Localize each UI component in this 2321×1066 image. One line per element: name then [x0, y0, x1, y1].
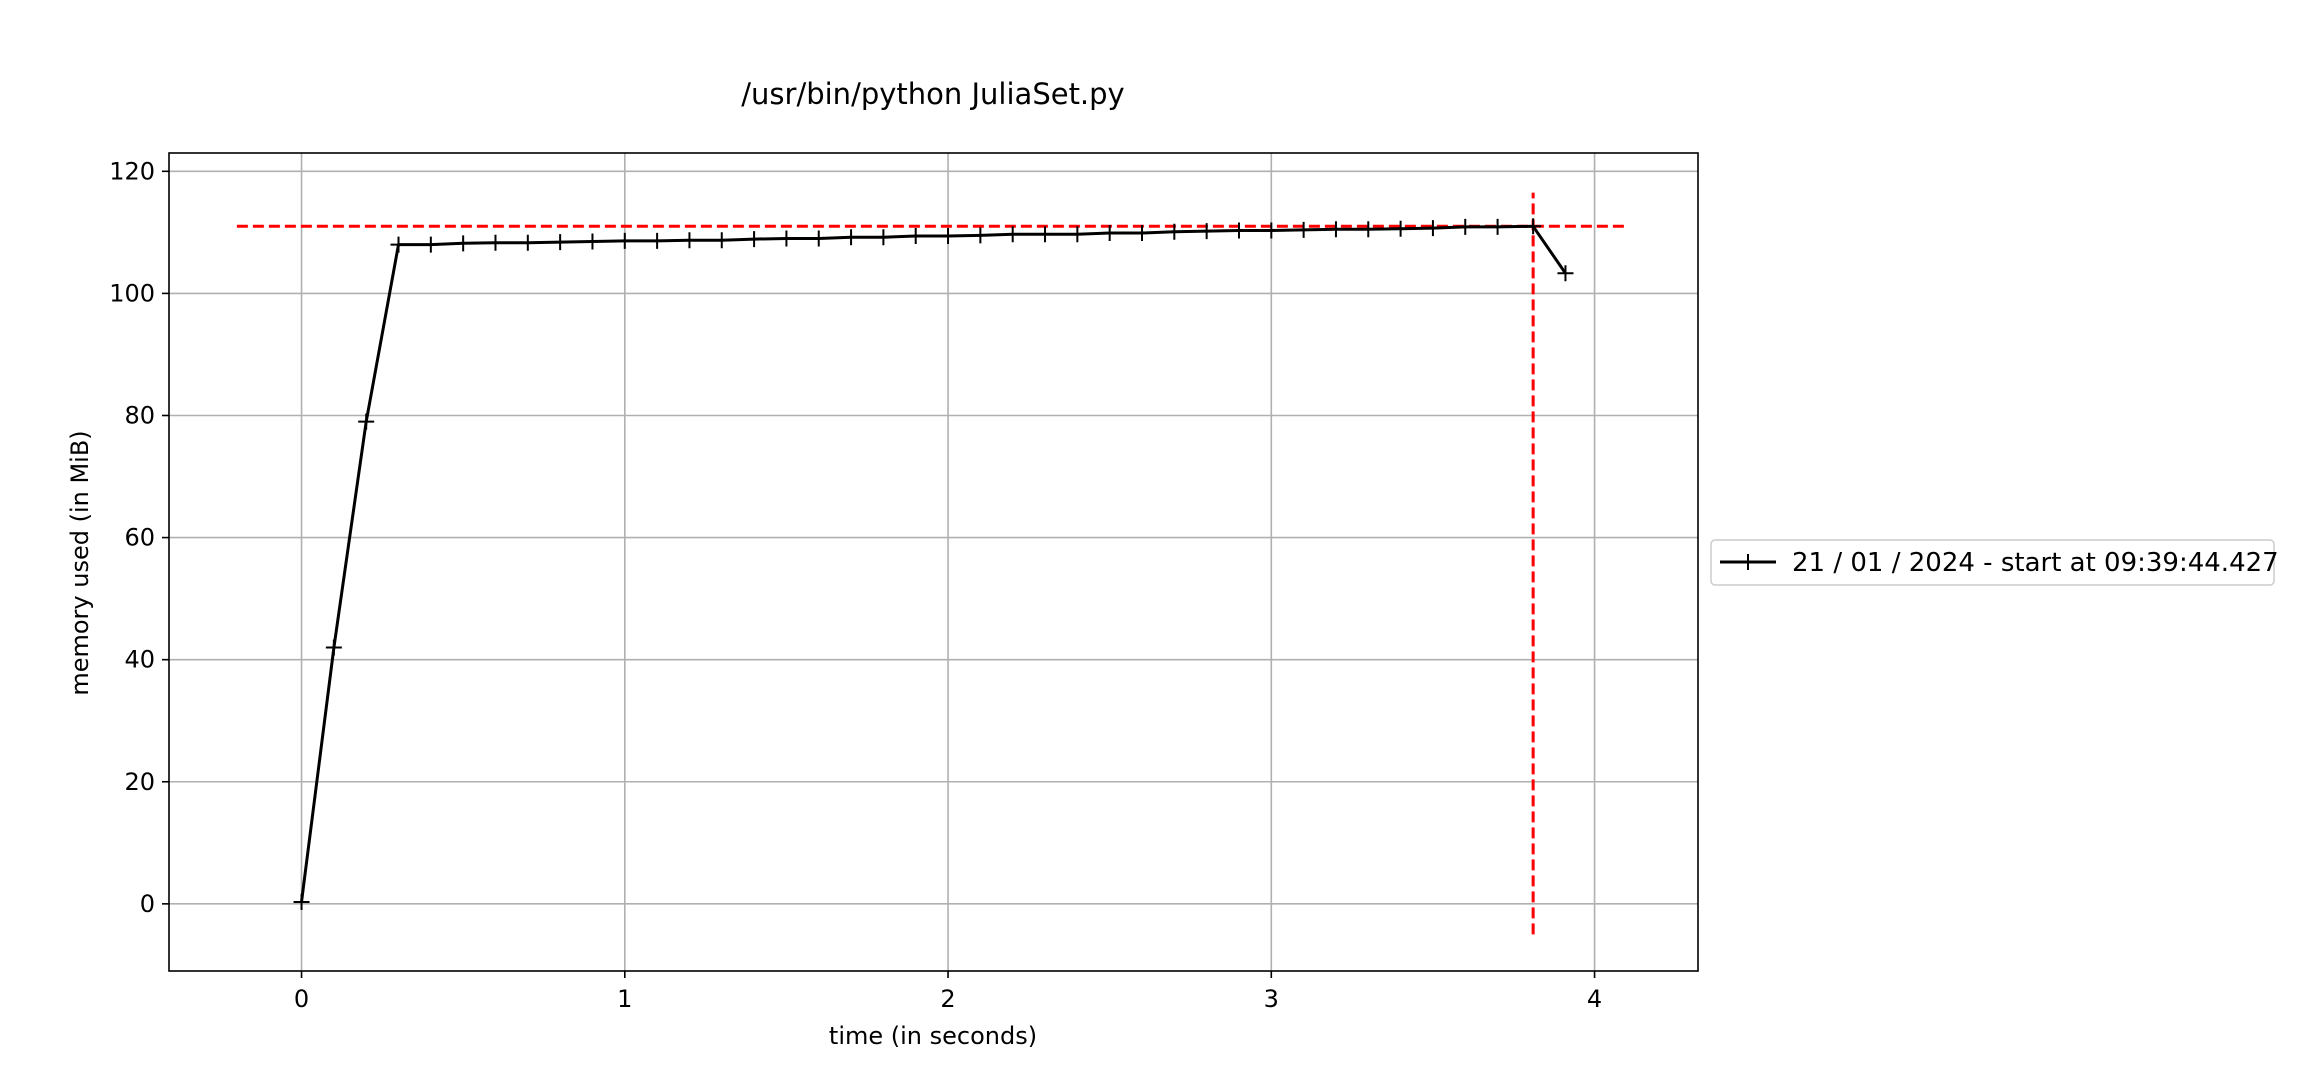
data-point-marker	[713, 232, 730, 249]
legend-marker-swatch	[1740, 554, 1756, 570]
data-point-marker	[1360, 221, 1377, 238]
x-tick-label: 4	[1587, 985, 1602, 1013]
data-point-marker	[455, 235, 472, 252]
legend-label: 21 / 01 / 2024 - start at 09:39:44.427	[1792, 548, 2279, 578]
data-point-marker	[358, 413, 375, 430]
plot-frame	[168, 152, 1699, 972]
data-point-marker	[616, 232, 633, 249]
y-tick-label: 120	[109, 157, 155, 185]
grid	[169, 153, 1698, 971]
data-point-marker	[1037, 226, 1054, 243]
data-point-marker	[940, 228, 957, 245]
data-point-marker	[810, 230, 827, 247]
data-point-marker	[1134, 224, 1150, 241]
y-tick-label: 0	[140, 890, 155, 918]
data-point-marker	[907, 228, 924, 245]
series-line	[300, 224, 1567, 903]
data-point-marker	[746, 231, 763, 248]
y-tick-label: 40	[124, 646, 155, 674]
data-point-marker	[390, 236, 407, 253]
y-axis-label: memory used (in MiB)	[66, 430, 94, 695]
data-point-marker	[1525, 218, 1542, 235]
y-tick-label: 100	[109, 279, 155, 307]
y-tick-label: 20	[124, 768, 155, 796]
data-point-marker	[1489, 218, 1506, 235]
data-point-marker	[1004, 226, 1021, 243]
x-tick-label: 3	[1264, 985, 1279, 1013]
data-point-marker	[1327, 221, 1344, 238]
data-point-marker	[1166, 223, 1183, 240]
data-point-marker	[1424, 220, 1441, 237]
data-point-marker	[1230, 222, 1247, 239]
data-point-marker	[552, 234, 569, 251]
chart-title: /usr/bin/python JuliaSet.py	[741, 77, 1124, 111]
data-point-marker	[1295, 221, 1312, 238]
legend: 21 / 01 / 2024 - start at 09:39:44.427	[1710, 539, 2279, 586]
series-lines	[293, 218, 1574, 911]
legend-box	[1710, 539, 2275, 586]
data-point-marker	[1069, 226, 1086, 243]
data-point-marker	[1557, 265, 1574, 282]
x-tick-label: 1	[617, 985, 632, 1013]
data-point-marker	[422, 236, 439, 253]
x-tick-label: 2	[940, 985, 955, 1013]
data-point-marker	[1392, 220, 1409, 237]
data-point-marker	[649, 232, 666, 249]
data-point-marker	[1457, 218, 1474, 235]
data-point-marker	[1198, 223, 1215, 240]
data-point-marker	[875, 229, 892, 246]
data-point-marker	[843, 229, 860, 246]
data-point-marker	[584, 233, 601, 250]
x-tick-label: 0	[294, 985, 309, 1013]
data-point-marker	[293, 894, 310, 911]
x-axis-label: time (in seconds)	[829, 1022, 1037, 1050]
data-point-marker	[972, 227, 989, 244]
reference-lines	[236, 192, 1627, 935]
data-point-marker	[325, 639, 342, 656]
data-point-marker	[519, 234, 536, 251]
data-point-marker	[778, 230, 795, 247]
data-point-marker	[1101, 224, 1118, 241]
y-tick-label: 80	[124, 401, 155, 429]
data-point-marker	[1263, 222, 1280, 239]
data-point-marker	[487, 234, 504, 251]
y-tick-label: 60	[124, 524, 155, 552]
data-point-marker	[681, 232, 698, 249]
